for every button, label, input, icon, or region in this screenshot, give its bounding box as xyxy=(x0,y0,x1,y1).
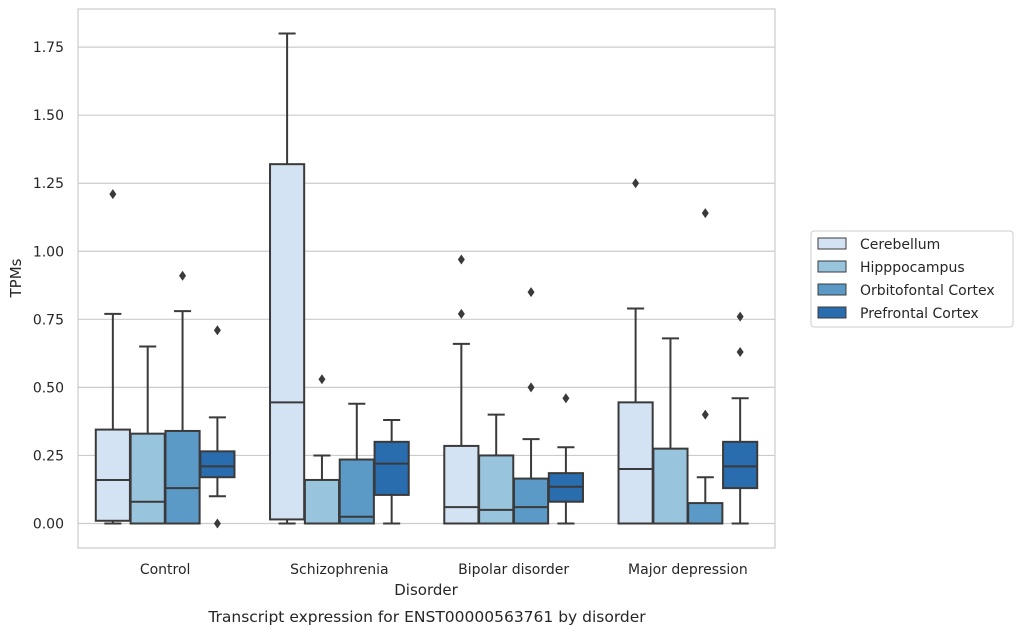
legend-swatch xyxy=(817,283,847,296)
box xyxy=(443,444,480,525)
legend: Cerebellum Hipppocampus Orbitofontal Corte… xyxy=(810,230,1014,328)
y-axis-label: TPMs xyxy=(7,258,25,298)
box-group xyxy=(269,32,306,525)
box xyxy=(129,432,166,525)
legend-swatch xyxy=(817,237,847,250)
box xyxy=(478,454,515,525)
y-tick-label: 0.50 xyxy=(33,380,64,396)
x-tick-label: Bipolar disorder xyxy=(458,562,569,578)
legend-swatch xyxy=(817,260,847,273)
box-group xyxy=(512,287,550,525)
box xyxy=(652,447,689,525)
box xyxy=(617,401,654,525)
legend-swatch xyxy=(817,306,847,319)
box-group xyxy=(303,374,341,525)
chart-caption: Transcript expression for ENST0000056376… xyxy=(207,608,646,626)
box xyxy=(687,502,724,525)
box-group xyxy=(94,189,131,525)
plot-frame xyxy=(77,8,776,549)
box-group xyxy=(338,402,375,525)
outlier-point xyxy=(701,208,709,219)
box-group xyxy=(617,178,654,525)
box-group xyxy=(722,311,759,525)
x-tick-label: Major depression xyxy=(628,562,748,578)
outlier-point xyxy=(457,308,465,319)
box xyxy=(722,440,759,490)
legend-label: Orbitofontal Cortex xyxy=(860,283,995,299)
box xyxy=(512,477,550,525)
y-tick-label: 1.75 xyxy=(33,40,64,56)
box-group xyxy=(547,393,584,525)
x-axis-label: Disorder xyxy=(394,581,458,599)
box-group xyxy=(199,325,236,529)
outlier-point xyxy=(213,325,221,336)
box xyxy=(338,458,375,525)
box-group xyxy=(129,345,166,525)
box xyxy=(303,478,341,525)
box-group xyxy=(443,254,480,525)
box xyxy=(373,440,410,496)
y-tick-label: 0.25 xyxy=(33,448,64,464)
outlier-point xyxy=(109,189,117,200)
y-tick-label: 1.25 xyxy=(33,176,64,192)
x-tick-label: Control xyxy=(140,562,191,578)
outlier-point xyxy=(736,311,744,322)
outlier-point xyxy=(318,374,326,385)
box-group xyxy=(478,413,515,525)
outlier-point xyxy=(213,518,221,529)
outlier-point xyxy=(562,393,570,404)
x-tick-labels: Control Schizophrenia Bipolar disorder Majo… xyxy=(140,562,748,578)
box-group xyxy=(373,419,410,525)
y-tick-labels: 0.00 0.25 0.50 0.75 1.00 1.25 1.50 1.75 xyxy=(33,40,64,532)
box-group xyxy=(687,208,724,525)
outlier-point xyxy=(527,287,535,298)
legend-label: Cerebellum xyxy=(860,237,940,253)
outlier-point xyxy=(457,254,465,265)
outlier-point xyxy=(179,270,187,281)
x-tick-label: Schizophrenia xyxy=(290,562,388,578)
box xyxy=(94,428,131,522)
boxes xyxy=(94,32,759,529)
outlier-point xyxy=(527,382,535,393)
box xyxy=(164,429,201,525)
legend-label: Prefrontal Cortex xyxy=(860,306,979,322)
y-tick-label: 0.75 xyxy=(33,312,64,328)
legend-frame xyxy=(810,230,1014,328)
box-group xyxy=(652,337,689,525)
legend-label: Hipppocampus xyxy=(860,260,965,276)
y-tick-label: 0.00 xyxy=(33,517,64,533)
outlier-point xyxy=(632,178,640,189)
box xyxy=(269,163,306,521)
y-tick-label: 1.00 xyxy=(33,244,64,260)
box xyxy=(199,450,236,479)
y-tick-label: 1.50 xyxy=(33,108,64,124)
outlier-point xyxy=(736,347,744,357)
outlier-point xyxy=(701,409,709,420)
box-group xyxy=(164,270,201,525)
